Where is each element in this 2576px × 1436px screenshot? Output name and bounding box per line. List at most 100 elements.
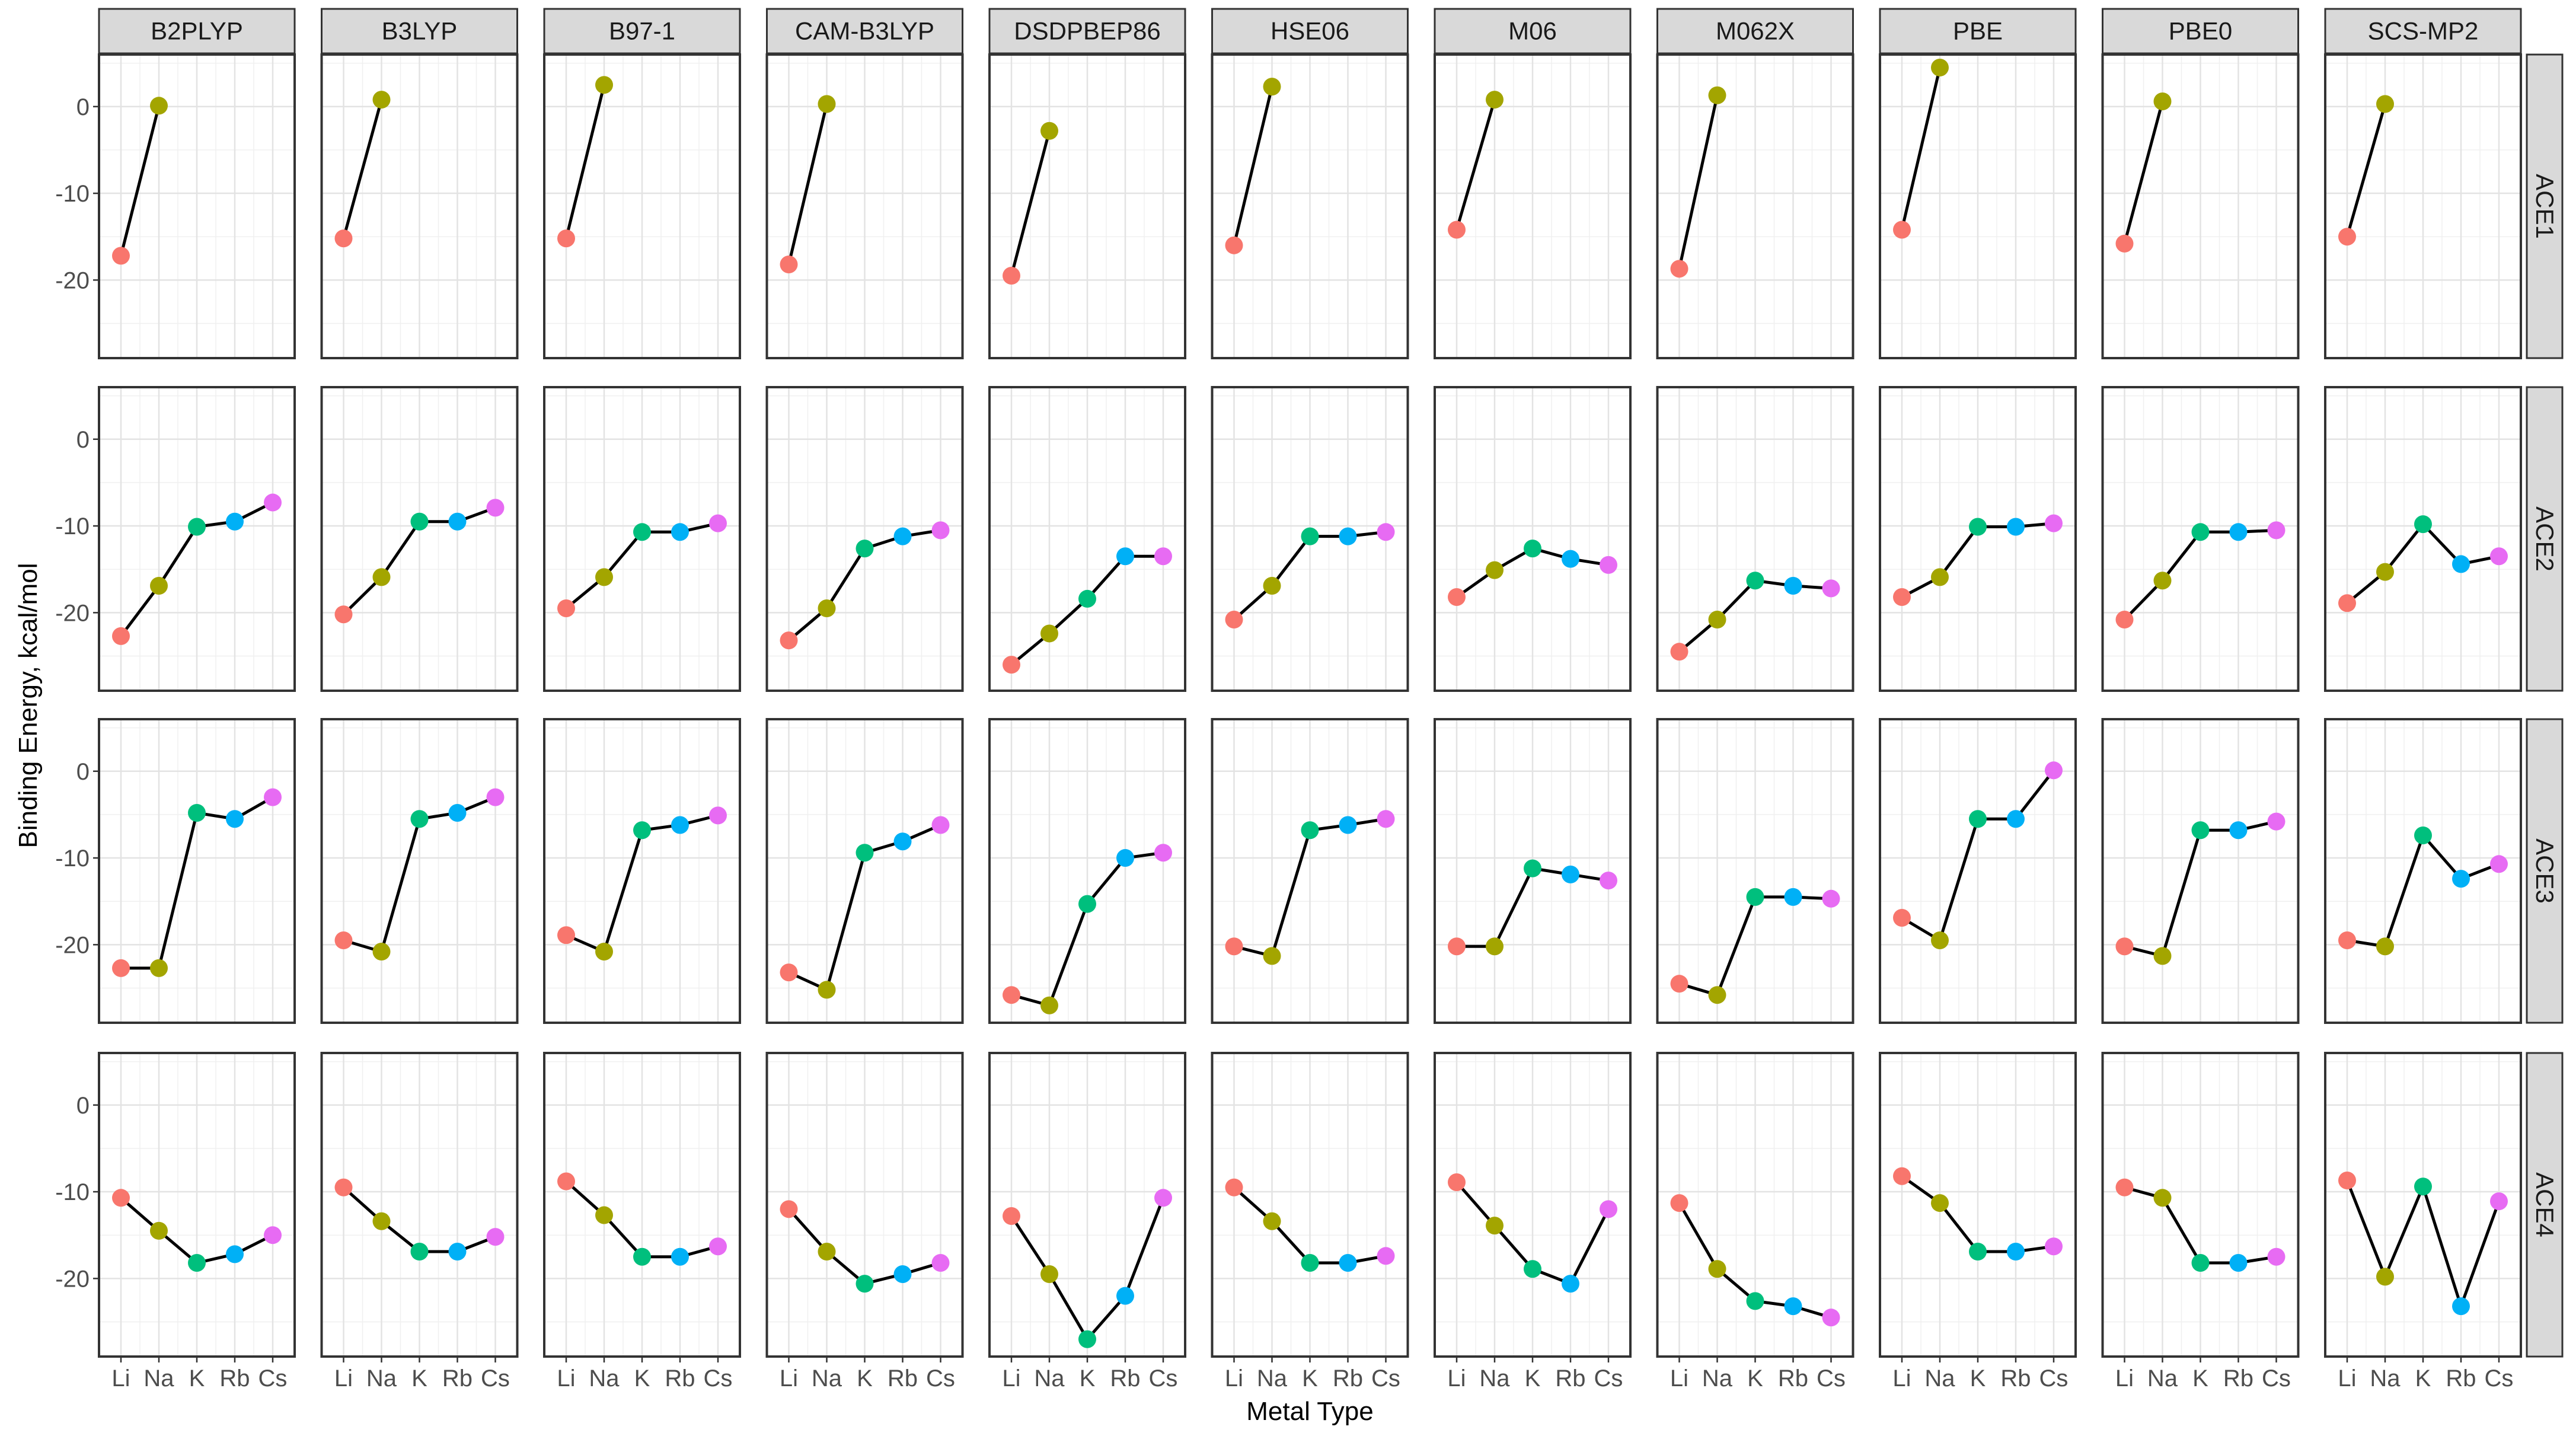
column-strip <box>766 8 963 55</box>
panel <box>1211 53 1409 359</box>
data-point <box>1746 888 1764 906</box>
x-tick-label: Na <box>812 1365 842 1392</box>
x-tick-label: K <box>857 1365 873 1392</box>
y-tick-label: -20 <box>55 1266 90 1292</box>
panel-border <box>543 386 741 692</box>
data-point <box>818 1242 836 1261</box>
panel <box>1879 718 2077 1024</box>
data-point <box>1562 865 1579 883</box>
data-point <box>595 568 613 586</box>
data-point <box>2153 947 2172 965</box>
column-strip-label: M06 <box>1508 17 1557 45</box>
data-point <box>1448 221 1466 239</box>
x-tick-label: Rb <box>1110 1365 1140 1392</box>
column-strip-label: DSDPBEP86 <box>1014 17 1160 45</box>
panel-border <box>320 53 519 359</box>
panel-border <box>320 718 519 1024</box>
panel <box>1879 53 2077 359</box>
data-point <box>1040 1265 1058 1284</box>
series-line <box>1900 67 1942 231</box>
x-tick-label: Li <box>1892 1365 1911 1392</box>
data-point <box>112 247 130 265</box>
x-tick-label: Rb <box>1555 1365 1585 1392</box>
data-point <box>1708 611 1726 629</box>
data-point <box>633 523 651 541</box>
data-point <box>633 1247 651 1266</box>
row-strip <box>2526 1052 2564 1358</box>
data-point <box>1969 518 1987 536</box>
panel <box>320 53 519 359</box>
data-point <box>2045 1237 2063 1256</box>
series-line <box>1455 99 1496 231</box>
row-strip <box>2526 386 2564 692</box>
data-point <box>1448 937 1466 956</box>
data-point <box>1670 1194 1688 1212</box>
data-point <box>1339 1254 1357 1272</box>
data-point <box>334 931 353 950</box>
panel-border <box>1879 718 2077 1024</box>
data-point <box>893 1265 912 1284</box>
data-point <box>112 959 130 977</box>
data-point <box>1746 1292 1764 1310</box>
data-point <box>1746 572 1764 590</box>
data-point <box>931 521 950 540</box>
y-tick-label: -20 <box>55 932 90 958</box>
data-point <box>1003 656 1020 674</box>
panel <box>98 718 296 1024</box>
data-point <box>1225 236 1243 254</box>
panel-border <box>988 718 1186 1024</box>
data-point <box>448 803 467 822</box>
x-tick-label: Li <box>780 1365 798 1392</box>
x-tick-label: Li <box>1447 1365 1466 1392</box>
panel <box>2101 718 2300 1024</box>
y-tick-label: -20 <box>55 267 90 293</box>
panel <box>1434 386 1632 692</box>
panel-border <box>1434 53 1632 359</box>
panel <box>543 718 741 1024</box>
panel <box>98 53 296 359</box>
data-point <box>818 981 836 999</box>
data-point <box>1448 1173 1466 1191</box>
data-point <box>1670 260 1688 278</box>
data-point <box>671 523 689 541</box>
x-tick-label: Na <box>2147 1365 2178 1392</box>
panel-border <box>320 386 519 692</box>
data-point <box>372 568 391 586</box>
data-point <box>1116 547 1134 566</box>
data-point <box>1225 611 1243 629</box>
data-point <box>1339 527 1357 545</box>
y-tick-label: -10 <box>55 181 90 207</box>
data-point <box>1263 576 1281 595</box>
data-point <box>1893 221 1911 239</box>
data-point <box>1708 86 1726 104</box>
data-point <box>2153 92 2172 110</box>
x-tick-label: K <box>2192 1365 2208 1392</box>
data-point <box>557 229 575 248</box>
panel: Li Na K Rb Cs <box>98 1052 296 1392</box>
data-point <box>1670 975 1688 993</box>
data-point <box>1377 1247 1395 1265</box>
x-tick-label: Na <box>143 1365 174 1392</box>
panel <box>1211 386 1409 692</box>
x-tick-label: K <box>1525 1365 1541 1392</box>
row-strip-label: ACE1 <box>2531 174 2559 239</box>
series-line <box>564 84 606 239</box>
panel <box>1879 386 2077 692</box>
data-point <box>264 1226 282 1244</box>
row-strip <box>2526 53 2564 359</box>
x-tick-label: Cs <box>1371 1365 1400 1392</box>
series-line <box>787 103 828 265</box>
data-point <box>595 76 613 94</box>
data-point <box>2490 547 2508 566</box>
data-point <box>595 943 613 961</box>
x-tick-label: K <box>411 1365 427 1392</box>
panel: Li Na K Rb Cs <box>988 1052 1186 1392</box>
data-point <box>1301 821 1319 840</box>
data-point <box>2045 514 2063 532</box>
x-tick-label: Li <box>2338 1365 2356 1392</box>
y-tick-label: -20 <box>55 600 90 626</box>
column-strip-label: PBE <box>1953 17 2003 45</box>
panel: Li Na K Rb Cs <box>765 1052 964 1392</box>
panel: Li Na K Rb Cs <box>1879 1052 2077 1392</box>
